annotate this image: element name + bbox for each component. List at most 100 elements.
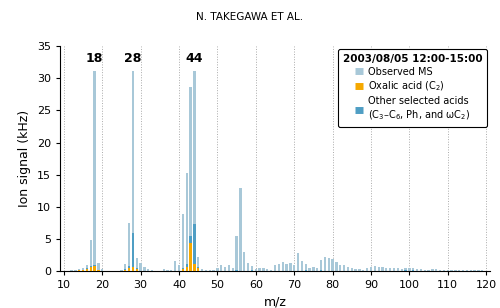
Bar bbox=[262, 269, 264, 271]
Bar bbox=[247, 263, 250, 271]
Y-axis label: Ion signal (kHz): Ion signal (kHz) bbox=[18, 110, 32, 207]
Bar bbox=[182, 269, 184, 271]
Bar bbox=[435, 270, 438, 271]
Bar bbox=[266, 269, 268, 271]
Bar bbox=[439, 270, 441, 271]
Bar bbox=[308, 268, 310, 271]
Bar bbox=[144, 267, 146, 271]
Bar bbox=[454, 270, 456, 271]
Bar bbox=[332, 259, 334, 271]
Bar bbox=[124, 269, 126, 270]
Text: 18: 18 bbox=[86, 52, 103, 66]
Bar bbox=[147, 269, 150, 271]
Bar bbox=[443, 270, 445, 271]
Bar bbox=[166, 270, 168, 271]
Bar bbox=[343, 265, 345, 271]
Bar bbox=[220, 265, 222, 271]
Bar bbox=[178, 265, 180, 271]
Bar bbox=[274, 265, 276, 271]
Bar bbox=[186, 267, 188, 271]
Bar bbox=[90, 267, 92, 271]
Bar bbox=[320, 260, 322, 271]
Bar bbox=[251, 270, 253, 271]
Bar bbox=[462, 270, 464, 271]
Bar bbox=[97, 270, 100, 271]
Bar bbox=[396, 269, 399, 271]
Bar bbox=[347, 267, 349, 271]
Bar bbox=[389, 268, 392, 271]
Bar bbox=[82, 268, 84, 271]
Bar bbox=[193, 264, 196, 271]
Bar bbox=[424, 270, 426, 271]
Bar bbox=[282, 262, 284, 271]
Bar bbox=[132, 233, 134, 266]
Bar bbox=[204, 270, 207, 271]
Bar bbox=[94, 71, 96, 271]
Bar bbox=[128, 223, 130, 271]
Bar bbox=[432, 269, 434, 271]
Bar bbox=[197, 267, 200, 269]
Bar bbox=[174, 261, 176, 271]
Bar bbox=[316, 269, 318, 271]
Bar bbox=[193, 224, 196, 264]
Text: 44: 44 bbox=[186, 52, 203, 66]
Bar bbox=[132, 71, 134, 271]
Bar bbox=[328, 257, 330, 271]
Bar bbox=[324, 257, 326, 271]
Bar bbox=[293, 265, 296, 271]
Bar bbox=[378, 266, 380, 271]
Text: 28: 28 bbox=[124, 52, 142, 66]
Bar bbox=[128, 266, 130, 268]
Bar bbox=[236, 270, 238, 271]
Bar bbox=[197, 257, 200, 271]
Bar bbox=[350, 269, 353, 271]
Bar bbox=[312, 267, 314, 271]
Bar bbox=[481, 270, 484, 271]
Bar bbox=[78, 270, 80, 271]
Bar bbox=[216, 269, 218, 271]
Bar bbox=[224, 267, 226, 271]
Bar bbox=[94, 266, 96, 271]
Bar bbox=[243, 252, 246, 271]
Bar bbox=[182, 214, 184, 271]
Bar bbox=[400, 269, 403, 271]
Bar bbox=[90, 266, 92, 267]
Bar bbox=[190, 87, 192, 271]
Bar bbox=[278, 264, 280, 271]
Bar bbox=[124, 270, 126, 271]
Bar bbox=[70, 270, 72, 271]
Bar bbox=[478, 270, 480, 271]
Bar bbox=[254, 269, 257, 271]
Bar bbox=[412, 270, 414, 271]
Bar bbox=[474, 270, 476, 271]
Bar bbox=[336, 262, 338, 271]
Bar bbox=[362, 270, 364, 271]
Bar bbox=[251, 266, 253, 271]
Bar bbox=[339, 265, 342, 271]
Bar bbox=[82, 270, 84, 271]
Bar bbox=[136, 269, 138, 271]
Bar bbox=[128, 268, 130, 271]
Bar bbox=[286, 264, 288, 271]
Bar bbox=[74, 270, 76, 271]
Bar bbox=[182, 268, 184, 269]
Bar bbox=[458, 270, 460, 271]
Bar bbox=[370, 267, 372, 271]
Bar bbox=[228, 265, 230, 271]
Bar bbox=[136, 268, 138, 269]
Bar bbox=[94, 265, 96, 266]
Bar bbox=[90, 240, 92, 271]
Bar bbox=[420, 269, 422, 271]
Bar bbox=[404, 269, 406, 271]
Bar bbox=[446, 270, 449, 271]
Bar bbox=[366, 269, 368, 271]
Bar bbox=[101, 269, 103, 271]
Bar bbox=[201, 269, 203, 271]
Legend: Observed MS, Oxalic acid (C$_2$), Other selected acids
(C$_3$–C$_6$, Ph, and ωC$: Observed MS, Oxalic acid (C$_2$), Other … bbox=[338, 49, 487, 127]
Bar bbox=[304, 264, 307, 271]
Text: N. TAKEGAWA ET AL.: N. TAKEGAWA ET AL. bbox=[196, 12, 304, 22]
Bar bbox=[416, 269, 418, 271]
Bar bbox=[186, 264, 188, 267]
Bar bbox=[240, 188, 242, 271]
Bar bbox=[304, 270, 307, 271]
